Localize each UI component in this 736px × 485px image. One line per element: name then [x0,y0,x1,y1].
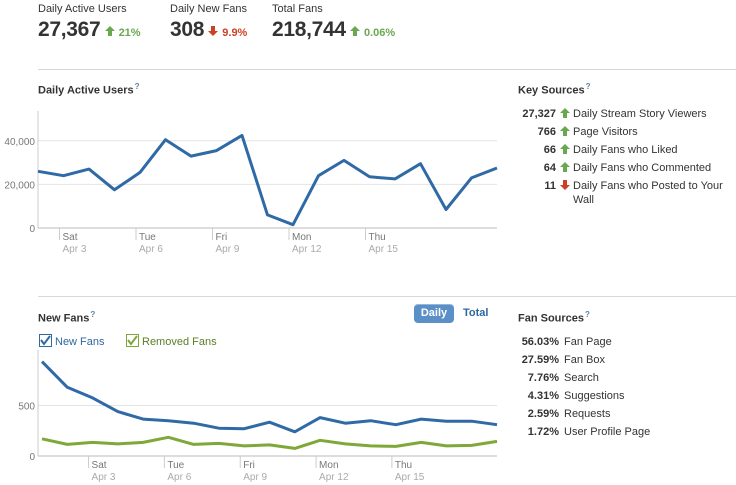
summary-change: 9.9% [222,27,248,39]
series-line [40,360,498,434]
fan-sources-title-text: Fan Sources [518,312,585,325]
summary-change: 21% [118,27,141,39]
fan-source-value: 2.59% [527,408,559,420]
x-tick-label: Tue [167,460,184,471]
fan-source-label: Fan Page [564,336,612,348]
summary-change: 0.06% [363,27,396,39]
legend-label: Removed Fans [142,336,217,348]
x-tick-label: Apr 15 [395,472,425,483]
fan-sources-title: Fan Sources? [518,310,590,325]
x-tick-label: Apr 9 [243,472,267,483]
divider [38,296,736,297]
key-source-label: Daily Stream Story Viewers [573,108,707,120]
summary-label: Daily New Fans [170,3,248,15]
dau-title: Daily Active Users? [38,82,139,97]
checkbox-icon[interactable] [126,334,139,347]
series-line [41,435,498,450]
summary-dau: Daily Active Users 27,367 21% [38,3,141,42]
legend-label: New Fans [55,336,105,348]
x-tick-label: Apr 12 [292,244,322,255]
up-arrow-icon [560,126,570,136]
y-tick-label: 20,000 [4,180,35,191]
summary-label: Total Fans [272,3,323,15]
key-sources-title-text: Key Sources [518,84,585,97]
fan-source-label: Search [564,372,599,384]
fan-source-value: 27.59% [521,354,559,366]
y-tick-label: 0 [29,224,35,235]
series-line [37,133,498,227]
fan-source-value: 4.31% [527,390,559,402]
fan-source-label: User Profile Page [564,426,651,438]
key-source-label: Daily Fans who Liked [573,144,678,156]
x-tick-label: Apr 12 [319,472,349,483]
help-icon[interactable]: ? [585,82,591,91]
up-arrow-icon [349,26,360,36]
dau-title-text: Daily Active Users [38,84,134,97]
toggle-daily-label: Daily [420,307,448,319]
key-source-value: 66 [543,144,556,156]
x-tick-label: Mon [319,460,338,471]
x-tick-label: Apr 3 [63,244,87,255]
summary-new-fans: Daily New Fans 308 9.9% [170,3,247,42]
summary-value: 27,367 [38,18,101,41]
down-arrow-icon [560,180,570,190]
summary-value: 308 [170,18,205,41]
x-tick-label: Tue [139,232,156,243]
up-arrow-icon [560,108,570,118]
summary-total-fans: Total Fans 218,744 0.06% [272,3,395,42]
x-tick-label: Sat [63,232,78,243]
x-tick-label: Mon [292,232,311,243]
y-tick-label: 500 [18,402,35,413]
y-tick-label: 40,000 [4,137,35,148]
x-tick-label: Apr 3 [92,472,116,483]
x-tick-label: Sat [92,460,107,471]
fan-source-value: 56.03% [521,336,559,348]
divider [38,69,736,70]
x-tick-label: Fri [243,460,255,471]
up-arrow-icon [104,26,115,36]
x-tick-label: Apr 15 [369,244,399,255]
x-tick-label: Apr 6 [167,472,191,483]
key-source-label: Daily Fans who Posted to Your Wall [573,180,723,206]
summary-label: Daily Active Users [38,3,127,15]
toggle-total-link[interactable]: Total [463,307,488,319]
key-source-label: Daily Fans who Commented [573,162,712,174]
key-source-value: 766 [537,126,556,138]
fans-title-text: New Fans [38,312,90,325]
fan-source-label: Suggestions [564,390,625,402]
help-icon[interactable]: ? [585,310,590,319]
summary-value: 218,744 [272,18,346,41]
toggle-total-label: Total [463,307,489,319]
x-tick-label: Apr 6 [139,244,163,255]
x-tick-label: Fri [216,232,228,243]
checkbox-icon[interactable] [39,334,52,347]
fan-source-label: Fan Box [564,354,605,366]
legend-removed-fans[interactable]: Removed Fans [126,334,217,348]
key-source-value: 11 [544,180,556,192]
key-source-value: 27,327 [522,108,556,120]
up-arrow-icon [560,144,570,154]
help-icon[interactable]: ? [134,82,140,91]
key-source-label: Page Visitors [573,126,638,138]
help-icon[interactable]: ? [90,310,96,319]
legend-new-fans[interactable]: New Fans [39,334,105,348]
toggle-daily-button[interactable]: Daily [414,304,454,323]
x-tick-label: Apr 9 [216,244,240,255]
y-tick-label: 0 [29,452,35,463]
down-arrow-icon [208,26,219,36]
key-sources-title: Key Sources? [518,82,591,97]
fan-source-value: 7.76% [527,372,559,384]
up-arrow-icon [560,162,570,172]
fan-source-value: 1.72% [527,426,559,438]
fan-source-label: Requests [564,408,611,420]
fans-title: New Fans? [38,310,95,325]
x-tick-label: Thu [369,232,386,243]
key-source-value: 64 [543,162,556,174]
x-tick-label: Thu [395,460,412,471]
